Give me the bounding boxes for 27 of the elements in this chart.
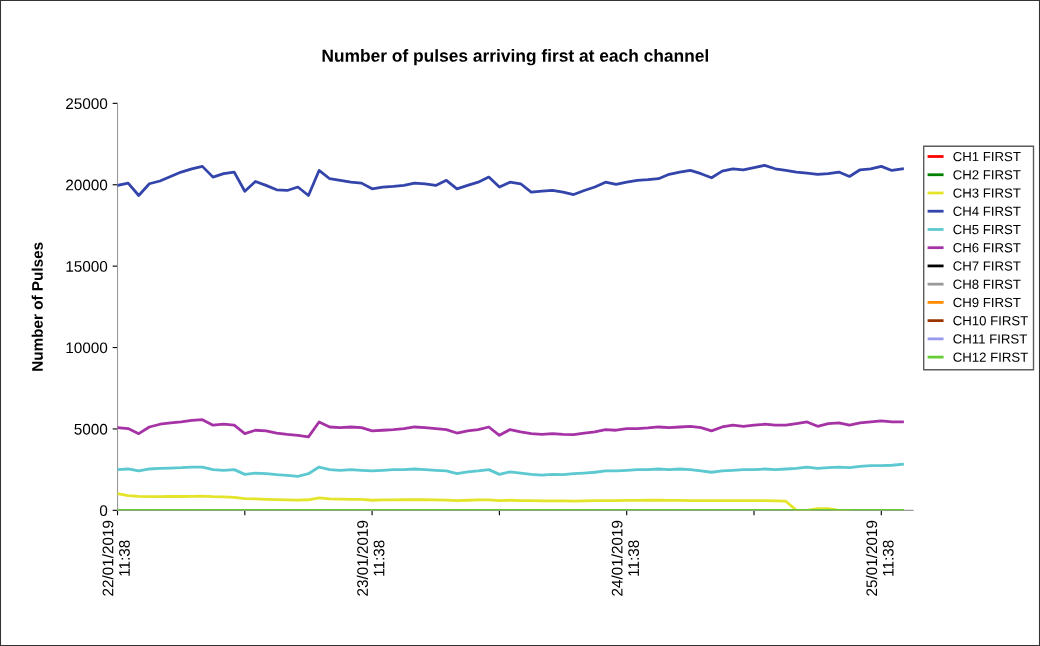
y-axis-title: Number of Pulses <box>31 242 43 371</box>
legend-label: CH9 FIRST <box>953 297 1021 308</box>
legend-label: CH8 FIRST <box>953 279 1021 289</box>
y-tick-label: 5000 <box>74 423 108 435</box>
line-series <box>117 163 904 197</box>
legend-label: CH6 FIRST <box>953 243 1021 253</box>
line-series <box>117 462 904 478</box>
legend-label: CH3 FIRST <box>953 188 1021 198</box>
chart-title: Number of pulses arriving first at each channel <box>322 49 709 66</box>
legend-label: CH12 FIRST <box>953 352 1028 362</box>
y-tick-label: 10000 <box>66 342 108 354</box>
y-tick-label: 15000 <box>66 261 108 272</box>
legend-label: CH5 FIRST <box>953 224 1021 235</box>
x-tick-label: 23/01/2019 11:38 <box>356 520 385 596</box>
legend-label: CH4 FIRST <box>953 206 1021 216</box>
x-tick-label: 22/01/2019 11:38 <box>102 520 130 596</box>
legend-label: CH7 FIRST <box>953 261 1021 271</box>
y-tick-label: 0 <box>99 505 108 517</box>
legend-label: CH11 FIRST <box>953 334 1027 344</box>
x-tick-label: 24/01/2019 11:38 <box>611 520 640 596</box>
legend-label: CH10 FIRST <box>953 316 1028 326</box>
line-series <box>117 418 904 439</box>
legend-label: CH2 FIRST <box>953 170 1021 180</box>
x-tick-label: 25/01/2019 11:38 <box>865 520 894 596</box>
y-tick-label: 20000 <box>66 179 108 191</box>
legend-label: CH1 FIRST <box>953 151 1021 162</box>
y-tick-label: 25000 <box>66 98 108 110</box>
